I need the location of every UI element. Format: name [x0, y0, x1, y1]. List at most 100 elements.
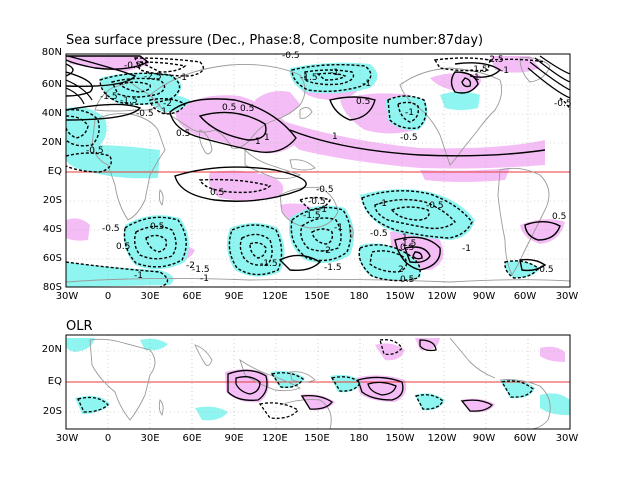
- contour-label: -1: [330, 68, 339, 78]
- contour-label: 0.5: [552, 212, 566, 222]
- top-y-label-60s: 60S: [42, 253, 62, 264]
- top-y-label-eq: EQ: [47, 166, 62, 177]
- top-y-label-40s: 40S: [42, 224, 62, 235]
- olr-positive-contours: [227, 339, 494, 412]
- contour-label: 1: [255, 137, 261, 147]
- contour-label: -1.5: [300, 73, 318, 83]
- top-x-label: 90E: [224, 291, 244, 302]
- top-x-label: 90W: [472, 291, 496, 302]
- bottom-x-label: 30W: [555, 433, 579, 444]
- bottom-x-label: 120W: [427, 433, 457, 444]
- top-x-label: 30E: [140, 291, 160, 302]
- slp-map-area: [66, 54, 570, 287]
- contour-label: -0.5: [124, 61, 142, 71]
- arctic-contours: [66, 55, 570, 105]
- contour-label: -0.5: [102, 224, 120, 234]
- bottom-x-label: 120E: [262, 433, 288, 444]
- contour-label: 2: [398, 265, 404, 275]
- contour-label: -1: [405, 108, 414, 118]
- contour-label: -2: [163, 99, 172, 109]
- contour-label: -0.5: [282, 51, 300, 61]
- bottom-x-label: 30W: [55, 433, 79, 444]
- top-y-label-40n: 40N: [41, 108, 62, 119]
- top-y-label-20n: 20N: [41, 137, 62, 148]
- bottom-x-label: 150W: [385, 433, 415, 444]
- contour-label: -1.5: [470, 65, 488, 75]
- top-x-label: 120W: [427, 291, 457, 302]
- bottom-coastlines: [89, 337, 551, 429]
- contour-label: -1: [500, 66, 509, 76]
- top-y-label-20s: 20S: [42, 195, 62, 206]
- contour-label: -1: [200, 274, 209, 284]
- contour-label: -2: [186, 261, 195, 271]
- contour-label: -1.5: [100, 92, 118, 102]
- contour-label: -1: [378, 199, 387, 209]
- bottom-y-label-eq: EQ: [47, 376, 62, 387]
- contour-label: 1: [264, 133, 270, 143]
- contour-label: 0.5: [400, 275, 414, 285]
- positive-contours: [66, 55, 561, 272]
- bottom-y-label-20n: 20N: [41, 344, 62, 355]
- bottom-x-label: 180: [349, 433, 369, 444]
- contour-label: -1.5: [324, 263, 342, 273]
- bottom-x-label: 90E: [224, 433, 244, 444]
- contour-label: -0.5: [136, 109, 154, 119]
- contour-label: -0.5: [370, 229, 388, 239]
- contour-label: -0.5: [86, 146, 104, 156]
- contour-label: -1: [334, 223, 343, 233]
- contour-label: -1.5: [260, 259, 278, 269]
- top-x-label: 30W: [55, 291, 79, 302]
- top-contour-labels: -0.5 -2.5 -1 -1.5 -2 0.5 1 -0.5 -1 -1.5 …: [86, 51, 572, 285]
- bottom-panel-title: OLR: [66, 319, 93, 334]
- top-x-label: 150W: [385, 291, 415, 302]
- contour-label: 0.5: [116, 242, 130, 252]
- contour-label: -1: [362, 79, 371, 89]
- contour-label: 0.5: [176, 129, 190, 139]
- contour-label: 0.5: [150, 222, 164, 232]
- contour-label: -0.5: [400, 133, 418, 143]
- bottom-x-label: 90W: [472, 433, 496, 444]
- olr-negative-contours: [77, 339, 534, 419]
- negative-contours: [66, 57, 570, 287]
- contour-label: -0.5: [536, 265, 554, 275]
- top-y-label-80s: 80S: [42, 282, 62, 293]
- top-x-label: 180: [349, 291, 369, 302]
- bottom-y-label-20s: 20S: [42, 406, 62, 417]
- contour-label: 0.5: [240, 104, 254, 114]
- contour-label: -0.5: [554, 99, 572, 109]
- contour-label: -2.5: [486, 55, 504, 65]
- contour-label: -1: [462, 244, 471, 254]
- contour-label: 0.5: [356, 97, 370, 107]
- bottom-x-label: 30E: [140, 433, 160, 444]
- top-y-label-80n: 80N: [41, 47, 62, 58]
- top-panel-frame: [65, 53, 571, 288]
- contour-label: -1.5: [120, 96, 138, 106]
- contour-label: -1: [178, 73, 187, 83]
- top-x-label: 0: [104, 291, 112, 302]
- negative-anomaly-shading: [66, 62, 540, 287]
- top-panel-title: Sea surface pressure (Dec., Phase:8, Com…: [66, 33, 484, 48]
- contour-label: -0.5: [308, 197, 326, 207]
- contour-label: -1.5: [192, 265, 210, 275]
- contour-label: 0.5: [210, 188, 224, 198]
- top-x-label: 120E: [262, 291, 288, 302]
- bottom-x-label: 60E: [182, 433, 202, 444]
- contour-label: 1: [402, 233, 408, 243]
- contour-label: -1: [158, 107, 167, 117]
- top-x-label: 30W: [555, 291, 579, 302]
- contour-label: 0.5: [222, 103, 236, 113]
- bottom-panel-frame: [65, 334, 571, 430]
- contour-label: -1: [134, 271, 143, 281]
- contour-label: -0.5: [426, 201, 444, 211]
- bottom-x-label: 0: [104, 433, 112, 444]
- olr-map-area: [66, 335, 570, 429]
- bottom-x-label: 60W: [513, 433, 537, 444]
- contour-label: -0.5: [316, 185, 334, 195]
- top-y-label-60n: 60N: [41, 79, 62, 90]
- top-x-label: 60W: [513, 291, 537, 302]
- contour-label: -1.5: [303, 211, 321, 221]
- bottom-x-label: 150E: [304, 433, 330, 444]
- top-x-label: 150E: [304, 291, 330, 302]
- top-x-label: 60E: [182, 291, 202, 302]
